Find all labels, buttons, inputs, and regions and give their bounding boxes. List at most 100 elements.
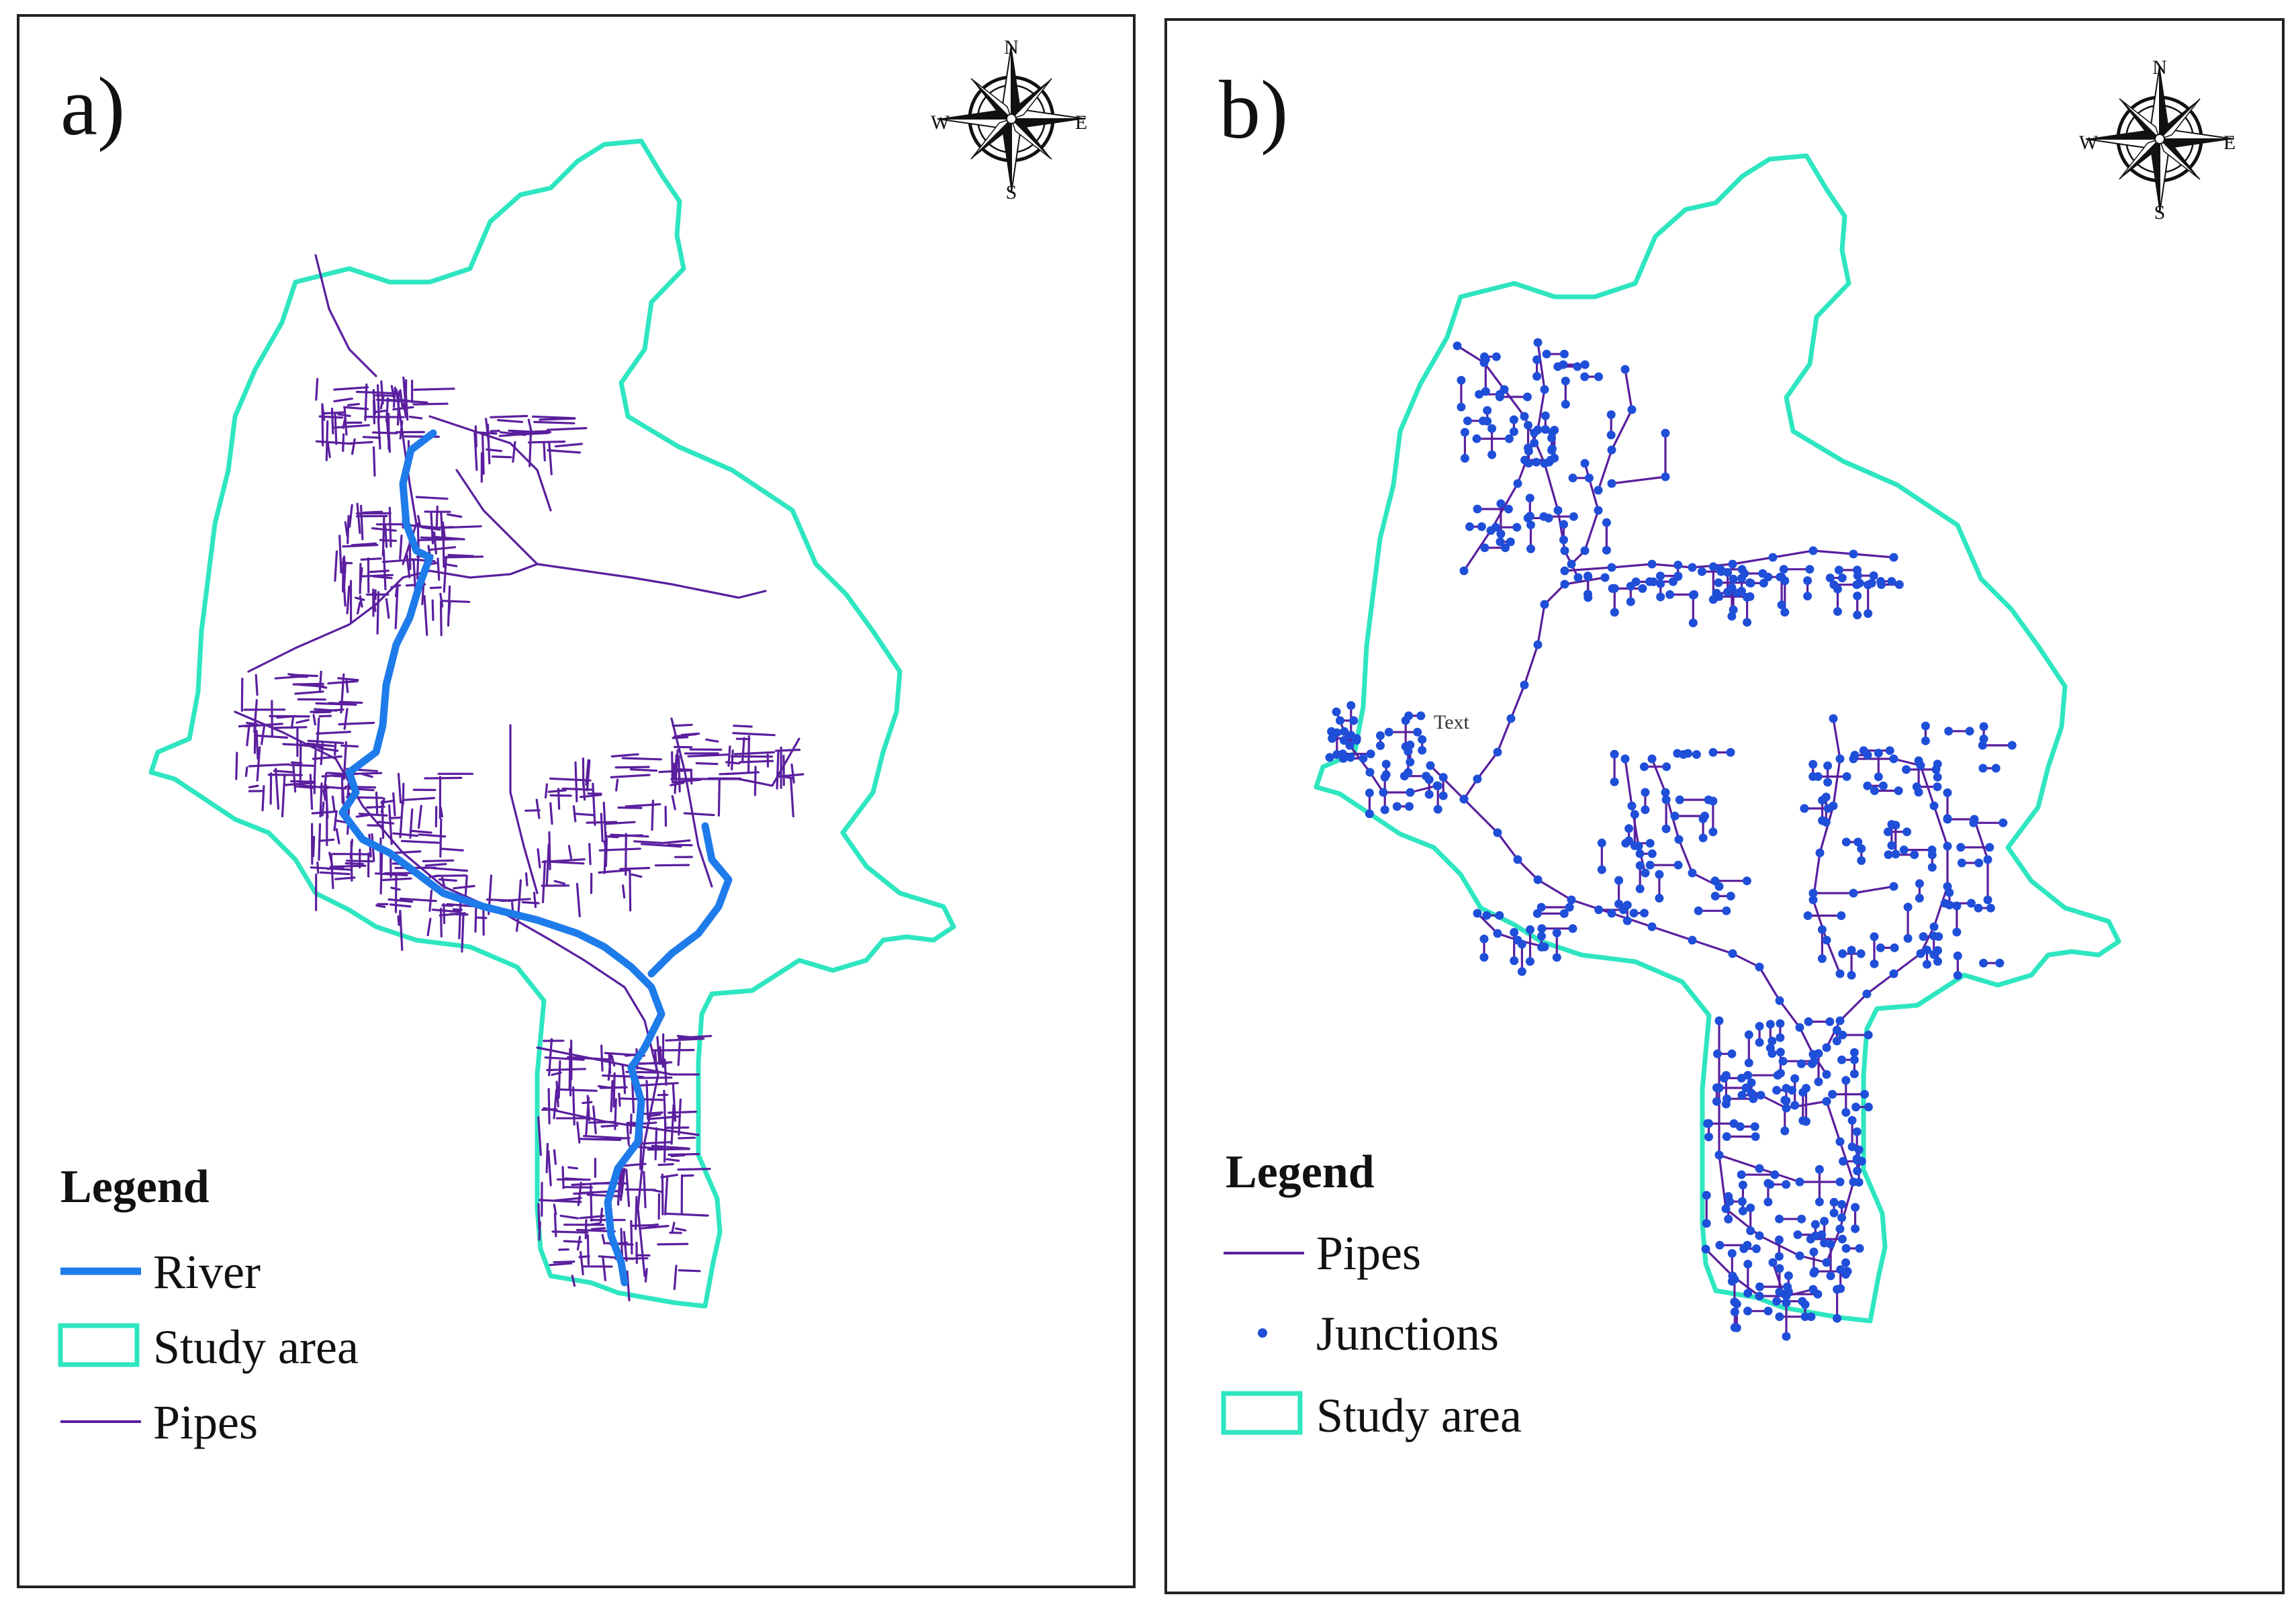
junction-point <box>1573 573 1583 582</box>
pipe-segment <box>360 557 382 561</box>
junction-point <box>1626 582 1635 591</box>
junction-point <box>1864 609 1873 618</box>
pipe-segment <box>334 876 356 880</box>
pipe-segment <box>538 1221 541 1241</box>
junction-point <box>1704 1132 1713 1142</box>
legend-pipes-label: Pipes <box>1316 1226 1421 1280</box>
pipe-segment <box>313 749 317 781</box>
junction-point <box>1547 446 1557 455</box>
pipe-segment <box>1597 368 1633 492</box>
pipe-segment <box>413 387 455 391</box>
panel-a-legend: Legend River Study area Pipes <box>58 1161 359 1449</box>
junction-point <box>1688 590 1698 600</box>
pipe-segment <box>343 708 349 730</box>
pipe-segment <box>672 723 693 727</box>
junction-point <box>1729 574 1738 584</box>
pipe-segment <box>409 829 432 834</box>
pipe-segment <box>497 419 523 423</box>
pipe-segment <box>602 1257 606 1281</box>
junction-point <box>1622 916 1632 925</box>
legend-river-label: River <box>153 1245 261 1299</box>
junction-point <box>1506 537 1515 547</box>
pipe-segment <box>373 399 375 424</box>
junction-point <box>1956 843 1966 852</box>
junction-point <box>1638 584 1647 593</box>
junction-point <box>1768 1258 1778 1267</box>
junction-point <box>1755 1164 1764 1173</box>
junction-point <box>1568 473 1577 483</box>
pipe-segment <box>677 1041 681 1066</box>
junction-point <box>1851 1203 1860 1212</box>
pipe-segment <box>428 874 441 878</box>
junction-point <box>1477 522 1486 531</box>
junction-point <box>1438 791 1448 800</box>
pipe-segment <box>558 1088 598 1092</box>
pipe-segment <box>362 436 381 439</box>
pipe-segment <box>551 1071 562 1076</box>
pipe-segment <box>325 420 329 461</box>
junction-point <box>1849 1055 1859 1064</box>
junction-point <box>1991 764 2001 773</box>
junction-point <box>1870 959 1879 968</box>
junction-point <box>1979 722 1988 731</box>
compass-south: S <box>2154 201 2166 224</box>
junction-point <box>1999 818 2008 827</box>
pipe-segment <box>610 833 649 838</box>
junction-point <box>1815 1164 1824 1174</box>
junction-point <box>1708 827 1718 837</box>
junction-point <box>1979 734 1988 743</box>
junction-point <box>1974 903 1983 913</box>
pipe-segment <box>340 744 359 748</box>
pipe-segment <box>512 441 516 463</box>
junction-point <box>1332 707 1341 717</box>
pipe-segment <box>1946 818 1989 901</box>
pipe-segment <box>657 1163 674 1166</box>
junction-point <box>1835 1224 1845 1234</box>
junction-point <box>1849 888 1858 898</box>
pipe-segment <box>335 828 340 845</box>
junction-point <box>1884 850 1893 860</box>
junction-point <box>1457 375 1466 385</box>
junction-point <box>1416 711 1426 721</box>
pipe-segment <box>554 1197 582 1202</box>
pipe-segment <box>590 1227 606 1230</box>
junction-point <box>1602 518 1611 527</box>
junction-point <box>1790 1101 1800 1110</box>
junction-point <box>1426 761 1435 770</box>
junction-point <box>1814 1077 1823 1087</box>
pipe-segment <box>533 891 537 909</box>
pipe-segment <box>654 864 690 867</box>
junction-point <box>1614 899 1624 909</box>
pipe-segment <box>633 840 663 844</box>
pipe-segment <box>344 785 377 789</box>
junction-point <box>1624 836 1634 845</box>
pipe-segment <box>322 789 326 801</box>
junction-point <box>1424 775 1434 784</box>
junction-point <box>1969 818 1978 827</box>
junction-point <box>1583 571 1592 581</box>
pipe-segment <box>340 673 345 714</box>
junction-point <box>1540 600 1549 609</box>
pipe-segment <box>390 886 401 891</box>
pipe-segment <box>318 838 335 842</box>
junction-point <box>1780 608 1790 617</box>
pipe-segment <box>546 1068 586 1072</box>
junction-point <box>1661 795 1671 805</box>
junction-point <box>1510 956 1519 966</box>
pipe-segment <box>379 396 385 410</box>
junction-point <box>1934 932 1943 942</box>
junction-point <box>1823 778 1833 787</box>
pipe-segment <box>678 755 681 793</box>
junction-point <box>1661 472 1670 481</box>
junction-point <box>1460 454 1469 463</box>
junction-point <box>1854 1178 1864 1187</box>
junction-point <box>1974 858 1984 868</box>
pipe-segment <box>355 813 373 818</box>
pipe-segment <box>557 1060 561 1099</box>
junction-point <box>1635 884 1645 893</box>
pipe-segment <box>399 420 404 440</box>
pipe-segment <box>599 1207 604 1224</box>
junction-point <box>1647 754 1657 764</box>
junction-point <box>1979 958 1988 968</box>
